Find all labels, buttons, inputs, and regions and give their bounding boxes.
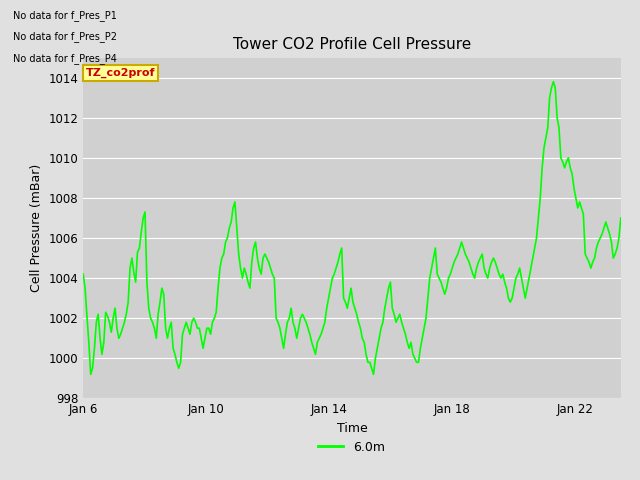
Legend: 6.0m: 6.0m [314, 436, 390, 458]
Text: TZ_co2prof: TZ_co2prof [86, 68, 156, 78]
X-axis label: Time: Time [337, 422, 367, 435]
Y-axis label: Cell Pressure (mBar): Cell Pressure (mBar) [30, 164, 43, 292]
Text: No data for f_Pres_P4: No data for f_Pres_P4 [13, 53, 116, 64]
Text: No data for f_Pres_P2: No data for f_Pres_P2 [13, 31, 116, 42]
Title: Tower CO2 Profile Cell Pressure: Tower CO2 Profile Cell Pressure [233, 37, 471, 52]
Text: No data for f_Pres_P1: No data for f_Pres_P1 [13, 10, 116, 21]
